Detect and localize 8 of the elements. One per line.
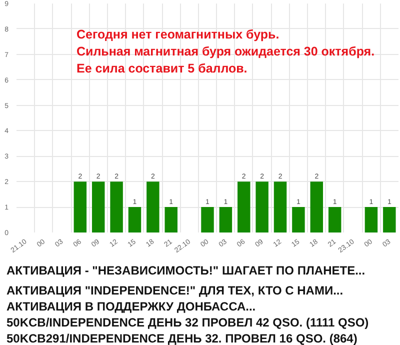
text: 50KCB291/INDEPENDENCE ДЕНЬ 32. ПРОВЕЛ 16 QSO. (864) xyxy=(6,332,358,345)
annotation: Сегодня нет геомагнитных бурь. xyxy=(76,28,280,42)
text: АКТИВАЦИЯ "INDEPENDENCE!" ДЛЯ ТЕХ, КТО С НАМИ... xyxy=(6,284,344,298)
annotation: Сильная магнитная буря ожидается 30 октября. xyxy=(76,44,375,58)
text: АКТИВАЦИЯ - "НЕЗАВИСИМОСТЬ!" ШАГАЕТ ПО ПЛАНЕТЕ... xyxy=(6,264,366,278)
text: АКТИВАЦИЯ В ПОДДЕРЖКУ ДОНБАССА... xyxy=(6,300,256,314)
text: 50KCB/INDEPENDENCE ДЕНЬ 32 ПРОВЕЛ 42 QSO. (1111 QSO) xyxy=(6,316,369,330)
annotation: Ее сила составит 5 баллов. xyxy=(76,62,248,76)
